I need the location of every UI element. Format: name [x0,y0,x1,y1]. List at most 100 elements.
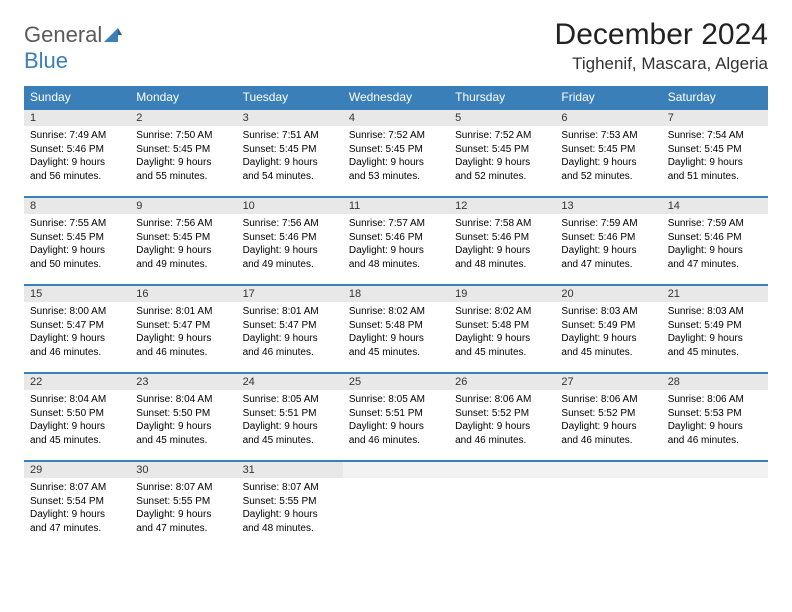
calendar-cell: 21Sunrise: 8:03 AMSunset: 5:49 PMDayligh… [662,284,768,372]
day-details: Sunrise: 7:52 AMSunset: 5:45 PMDaylight:… [449,126,555,189]
day-number: 13 [555,196,661,214]
calendar-cell: 29Sunrise: 8:07 AMSunset: 5:54 PMDayligh… [24,460,130,548]
location-subtitle: Tighenif, Mascara, Algeria [555,54,768,74]
day-details: Sunrise: 8:06 AMSunset: 5:53 PMDaylight:… [662,390,768,453]
day-details: Sunrise: 8:07 AMSunset: 5:55 PMDaylight:… [237,478,343,541]
day-number: 28 [662,372,768,390]
day-number: 14 [662,196,768,214]
calendar-cell: 22Sunrise: 8:04 AMSunset: 5:50 PMDayligh… [24,372,130,460]
day-number: 10 [237,196,343,214]
day-number: 17 [237,284,343,302]
calendar-cell: 11Sunrise: 7:57 AMSunset: 5:46 PMDayligh… [343,196,449,284]
empty-day-header [449,460,555,478]
logo-sail-icon [104,26,122,47]
calendar-cell: 2Sunrise: 7:50 AMSunset: 5:45 PMDaylight… [130,108,236,196]
day-number: 15 [24,284,130,302]
empty-day-header [343,460,449,478]
day-details: Sunrise: 7:59 AMSunset: 5:46 PMDaylight:… [662,214,768,277]
month-title: December 2024 [555,18,768,52]
calendar-row: 1Sunrise: 7:49 AMSunset: 5:46 PMDaylight… [24,108,768,196]
day-number: 27 [555,372,661,390]
empty-day-header [555,460,661,478]
day-number: 23 [130,372,236,390]
calendar-cell: 7Sunrise: 7:54 AMSunset: 5:45 PMDaylight… [662,108,768,196]
calendar-cell [662,460,768,548]
day-details: Sunrise: 8:03 AMSunset: 5:49 PMDaylight:… [555,302,661,365]
calendar-cell [449,460,555,548]
calendar-row: 8Sunrise: 7:55 AMSunset: 5:45 PMDaylight… [24,196,768,284]
day-details: Sunrise: 7:50 AMSunset: 5:45 PMDaylight:… [130,126,236,189]
calendar-cell: 20Sunrise: 8:03 AMSunset: 5:49 PMDayligh… [555,284,661,372]
day-number: 24 [237,372,343,390]
calendar-cell: 27Sunrise: 8:06 AMSunset: 5:52 PMDayligh… [555,372,661,460]
day-number: 30 [130,460,236,478]
day-details: Sunrise: 8:03 AMSunset: 5:49 PMDaylight:… [662,302,768,365]
day-details: Sunrise: 7:51 AMSunset: 5:45 PMDaylight:… [237,126,343,189]
weekday-header: Sunday [24,86,130,108]
calendar-cell: 15Sunrise: 8:00 AMSunset: 5:47 PMDayligh… [24,284,130,372]
day-number: 26 [449,372,555,390]
day-number: 25 [343,372,449,390]
day-number: 22 [24,372,130,390]
day-details: Sunrise: 8:04 AMSunset: 5:50 PMDaylight:… [24,390,130,453]
calendar-row: 22Sunrise: 8:04 AMSunset: 5:50 PMDayligh… [24,372,768,460]
day-number: 6 [555,108,661,126]
calendar-row: 29Sunrise: 8:07 AMSunset: 5:54 PMDayligh… [24,460,768,548]
day-details: Sunrise: 7:59 AMSunset: 5:46 PMDaylight:… [555,214,661,277]
day-details: Sunrise: 7:58 AMSunset: 5:46 PMDaylight:… [449,214,555,277]
day-details: Sunrise: 7:49 AMSunset: 5:46 PMDaylight:… [24,126,130,189]
day-number: 7 [662,108,768,126]
calendar-cell: 14Sunrise: 7:59 AMSunset: 5:46 PMDayligh… [662,196,768,284]
calendar-cell: 10Sunrise: 7:56 AMSunset: 5:46 PMDayligh… [237,196,343,284]
day-details: Sunrise: 8:00 AMSunset: 5:47 PMDaylight:… [24,302,130,365]
day-details: Sunrise: 8:05 AMSunset: 5:51 PMDaylight:… [237,390,343,453]
calendar-cell: 28Sunrise: 8:06 AMSunset: 5:53 PMDayligh… [662,372,768,460]
weekday-header: Wednesday [343,86,449,108]
title-block: December 2024 Tighenif, Mascara, Algeria [555,18,768,74]
day-number: 4 [343,108,449,126]
day-details: Sunrise: 8:01 AMSunset: 5:47 PMDaylight:… [237,302,343,365]
calendar-table: SundayMondayTuesdayWednesdayThursdayFrid… [24,86,768,548]
day-details: Sunrise: 8:06 AMSunset: 5:52 PMDaylight:… [555,390,661,453]
calendar-row: 15Sunrise: 8:00 AMSunset: 5:47 PMDayligh… [24,284,768,372]
calendar-cell: 8Sunrise: 7:55 AMSunset: 5:45 PMDaylight… [24,196,130,284]
day-details: Sunrise: 8:05 AMSunset: 5:51 PMDaylight:… [343,390,449,453]
calendar-cell: 25Sunrise: 8:05 AMSunset: 5:51 PMDayligh… [343,372,449,460]
calendar-cell: 19Sunrise: 8:02 AMSunset: 5:48 PMDayligh… [449,284,555,372]
logo-word-general: General [24,22,102,47]
day-details: Sunrise: 7:56 AMSunset: 5:45 PMDaylight:… [130,214,236,277]
day-number: 16 [130,284,236,302]
weekday-header: Friday [555,86,661,108]
day-number: 18 [343,284,449,302]
day-number: 29 [24,460,130,478]
logo-text-block: General Blue [24,22,122,74]
day-details: Sunrise: 8:02 AMSunset: 5:48 PMDaylight:… [343,302,449,365]
logo: General Blue [24,22,122,74]
day-number: 5 [449,108,555,126]
day-details: Sunrise: 7:57 AMSunset: 5:46 PMDaylight:… [343,214,449,277]
day-number: 3 [237,108,343,126]
empty-day-header [662,460,768,478]
day-details: Sunrise: 7:52 AMSunset: 5:45 PMDaylight:… [343,126,449,189]
day-details: Sunrise: 8:02 AMSunset: 5:48 PMDaylight:… [449,302,555,365]
logo-word-blue: Blue [24,48,68,73]
weekday-header: Monday [130,86,236,108]
day-details: Sunrise: 7:53 AMSunset: 5:45 PMDaylight:… [555,126,661,189]
calendar-cell: 31Sunrise: 8:07 AMSunset: 5:55 PMDayligh… [237,460,343,548]
calendar-cell [343,460,449,548]
day-number: 12 [449,196,555,214]
day-details: Sunrise: 8:07 AMSunset: 5:54 PMDaylight:… [24,478,130,541]
calendar-cell: 26Sunrise: 8:06 AMSunset: 5:52 PMDayligh… [449,372,555,460]
calendar-cell: 1Sunrise: 7:49 AMSunset: 5:46 PMDaylight… [24,108,130,196]
calendar-cell: 5Sunrise: 7:52 AMSunset: 5:45 PMDaylight… [449,108,555,196]
calendar-cell: 12Sunrise: 7:58 AMSunset: 5:46 PMDayligh… [449,196,555,284]
calendar-cell: 9Sunrise: 7:56 AMSunset: 5:45 PMDaylight… [130,196,236,284]
day-number: 31 [237,460,343,478]
calendar-cell: 30Sunrise: 8:07 AMSunset: 5:55 PMDayligh… [130,460,236,548]
day-details: Sunrise: 7:56 AMSunset: 5:46 PMDaylight:… [237,214,343,277]
day-details: Sunrise: 7:55 AMSunset: 5:45 PMDaylight:… [24,214,130,277]
day-details: Sunrise: 8:07 AMSunset: 5:55 PMDaylight:… [130,478,236,541]
day-details: Sunrise: 8:01 AMSunset: 5:47 PMDaylight:… [130,302,236,365]
calendar-cell: 24Sunrise: 8:05 AMSunset: 5:51 PMDayligh… [237,372,343,460]
calendar-body: 1Sunrise: 7:49 AMSunset: 5:46 PMDaylight… [24,108,768,548]
